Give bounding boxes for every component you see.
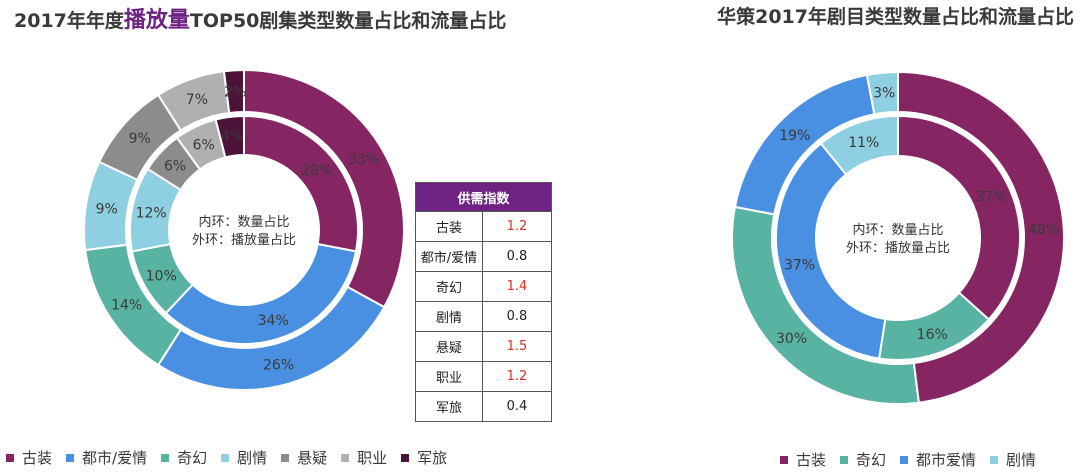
table-row: 古装 1.2 [415, 211, 552, 242]
data-label-outer-都市爱情: 19% [779, 128, 810, 144]
data-label-outer-军旅: 2% [224, 84, 246, 100]
table-cell-type: 奇幻 [415, 271, 483, 302]
legend-swatch [221, 453, 230, 462]
legend-item: 古装 [780, 449, 826, 470]
legend-swatch [840, 455, 849, 464]
table-cell-type: 都市/爱情 [415, 241, 483, 272]
legend-label: 奇幻 [856, 451, 887, 469]
slice-outer-剧情 [865, 70, 899, 116]
legend-swatch [161, 453, 170, 462]
data-label-inner-剧情: 12% [136, 205, 167, 221]
data-label-inner-古装: 37% [976, 189, 1007, 205]
data-label-inner-都市爱情: 37% [784, 258, 815, 274]
legend-right: 古装 奇幻 都市爱情 剧情 [780, 449, 1050, 470]
data-label-outer-剧情: 3% [873, 86, 895, 102]
legend-item: 职业 [341, 447, 387, 468]
data-label-inner-奇幻: 10% [146, 269, 177, 285]
legend-label: 军旅 [417, 449, 448, 467]
data-label-inner-悬疑: 6% [164, 158, 186, 174]
slice-inner-都市/爱情 [164, 242, 358, 345]
table-cell-index: 1.5 [482, 331, 552, 362]
slice-inner-都市爱情 [775, 142, 887, 360]
table-cell-type: 悬疑 [415, 331, 483, 362]
legend-label: 剧情 [237, 449, 268, 467]
table-cell-index: 0.8 [482, 301, 552, 332]
table-cell-type: 职业 [415, 361, 483, 392]
legend-left: 古装 都市/爱情 奇幻 剧情 悬疑 职业 军旅 [6, 447, 461, 468]
table-cell-type: 剧情 [415, 301, 483, 332]
legend-swatch [780, 455, 788, 464]
legend-label: 都市爱情 [916, 451, 977, 469]
data-label-outer-都市/爱情: 26% [263, 358, 294, 374]
data-label-outer-奇幻: 30% [776, 331, 807, 347]
slice-inner-军旅 [214, 114, 245, 159]
legend-label: 奇幻 [177, 449, 208, 467]
legend-swatch [900, 455, 909, 464]
table-cell-index: 0.4 [482, 391, 552, 422]
data-label-inner-军旅: 4% [221, 129, 243, 145]
legend-label: 古装 [796, 451, 827, 469]
data-label-outer-古装: 33% [348, 152, 379, 168]
table-cell-index: 0.8 [482, 241, 552, 272]
slice-inner-剧情 [819, 114, 899, 176]
table-row: 军旅 0.4 [415, 391, 552, 422]
legend-item: 奇幻 [840, 449, 886, 470]
data-label-inner-剧情: 11% [848, 135, 879, 151]
legend-swatch [281, 453, 290, 462]
table-row: 悬疑 1.5 [415, 331, 552, 362]
legend-item: 都市爱情 [900, 449, 976, 470]
legend-label: 悬疑 [297, 449, 328, 467]
supply-demand-table: 供需指数 古装 1.2 都市/爱情 0.8 奇幻 1.4 剧情 0.8 悬疑 1.5 职业 1.2 军旅… [415, 182, 552, 422]
legend-item: 悬疑 [281, 447, 327, 468]
legend-item: 奇幻 [161, 447, 207, 468]
legend-label: 职业 [357, 449, 388, 467]
center-label-1: 外环：播放量占比 [846, 241, 950, 256]
data-label-outer-古装: 48% [1028, 222, 1059, 238]
slice-outer-古装 [897, 70, 1065, 404]
table-row: 奇幻 1.4 [415, 271, 552, 302]
legend-item: 都市/爱情 [66, 447, 147, 468]
legend-item: 剧情 [221, 447, 267, 468]
legend-item: 古装 [6, 447, 52, 468]
chart-title-right: 华策2017年剧目类型数量占比和流量占比 [717, 6, 1074, 28]
legend-item: 军旅 [401, 447, 447, 468]
center-label-1: 外环：播放量占比 [192, 233, 296, 248]
data-label-outer-悬疑: 9% [129, 131, 151, 147]
legend-swatch [6, 453, 14, 462]
data-label-inner-奇幻: 16% [917, 327, 948, 343]
data-label-inner-都市/爱情: 34% [258, 313, 289, 329]
slice-inner-古装 [897, 114, 1021, 321]
table-cell-type: 古装 [415, 211, 483, 242]
data-label-inner-古装: 28% [301, 163, 332, 179]
table-row: 职业 1.2 [415, 361, 552, 392]
title-left-highlight: 播放量 [123, 8, 190, 33]
table-cell-index: 1.4 [482, 271, 552, 302]
legend-item: 剧情 [990, 449, 1036, 470]
data-label-outer-奇幻: 14% [111, 297, 142, 313]
table-row: 都市/爱情 0.8 [415, 241, 552, 272]
table-cell-index: 1.2 [482, 211, 552, 242]
data-label-inner-职业: 6% [193, 137, 215, 153]
table-row: 剧情 0.8 [415, 301, 552, 332]
center-label-0: 内环：数量占比 [852, 222, 943, 238]
table-cell-type: 军旅 [415, 391, 483, 422]
supply-table-header: 供需指数 [415, 182, 552, 212]
legend-swatch [990, 455, 999, 464]
table-cell-index: 1.2 [482, 361, 552, 392]
legend-label: 古装 [22, 449, 53, 467]
legend-swatch [66, 453, 75, 462]
legend-swatch [341, 453, 350, 462]
title-left-suffix: TOP50剧集类型数量占比和流量占比 [189, 10, 507, 32]
data-label-outer-职业: 7% [186, 92, 208, 108]
chart-title-left: 2017年年度播放量TOP50剧集类型数量占比和流量占比 [14, 2, 506, 34]
slice-outer-军旅 [222, 68, 245, 115]
legend-label: 都市/爱情 [82, 449, 148, 467]
data-label-outer-剧情: 9% [96, 201, 118, 217]
title-left-prefix: 2017年年度 [14, 10, 124, 32]
legend-swatch [401, 453, 410, 462]
legend-label: 剧情 [1006, 451, 1037, 469]
center-label-0: 内环：数量占比 [198, 214, 289, 230]
